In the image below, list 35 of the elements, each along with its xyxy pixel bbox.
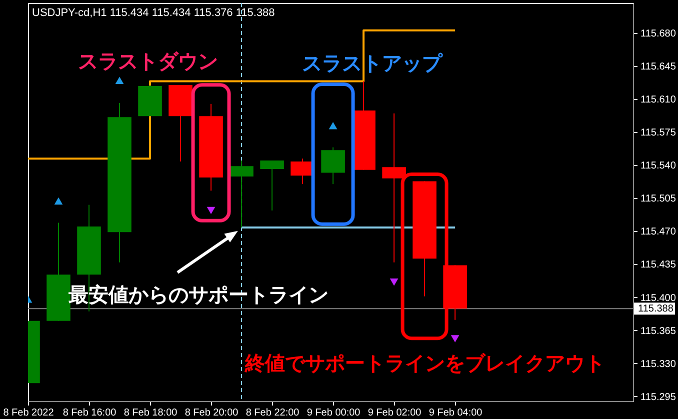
y-tick-label: 115.680: [640, 28, 676, 40]
x-tick-label: 8 Feb 20:00: [184, 408, 239, 418]
y-tick-label: 115.295: [640, 392, 676, 403]
y-tick-label: 115.400: [640, 292, 676, 304]
x-tick-label: 8 Feb 2022: [3, 408, 54, 418]
x-tick-label: 9 Feb 00:00: [306, 408, 361, 418]
point: [390, 278, 398, 286]
annotation: 最安値からのサポートライン: [68, 282, 329, 306]
y-tick-label: 115.610: [640, 94, 676, 106]
annotation: スラストダウン: [78, 49, 218, 73]
x-tick-label: 9 Feb 02:00: [368, 408, 422, 418]
chart-title: USDJPY-cd,H1 115.434 115.434 115.376 115.388: [32, 7, 275, 19]
annotation: 終値でサポートラインをブレイクアウト: [244, 351, 605, 375]
candlestick: [230, 160, 254, 228]
y-tick-label: 115.330: [640, 358, 676, 370]
candlestick: [260, 160, 284, 211]
y-tick-label: 115.505: [640, 194, 676, 205]
point: [328, 122, 338, 130]
candlestick: [321, 146, 345, 185]
point: [206, 206, 216, 214]
ref-line-label: 115.388: [638, 304, 674, 315]
point: [450, 335, 460, 342]
point: [115, 76, 124, 84]
y-tick-label: 115.470: [640, 226, 676, 238]
y-tick-label: 115.435: [640, 260, 676, 271]
annotation: スラストアップ: [302, 51, 443, 75]
x-tick-label: 8 Feb 16:00: [62, 408, 117, 418]
y-tick-label: 115.645: [640, 62, 676, 73]
y-tick-label: 115.365: [640, 326, 676, 337]
y-tick-label: 115.540: [640, 160, 676, 172]
point: [54, 197, 63, 205]
x-tick-label: 8 Feb 22:00: [246, 408, 300, 418]
x-tick-label: 9 Feb 04:00: [428, 408, 483, 418]
y-tick-label: 115.575: [640, 128, 676, 139]
x-tick-label: 8 Feb 18:00: [124, 408, 178, 418]
